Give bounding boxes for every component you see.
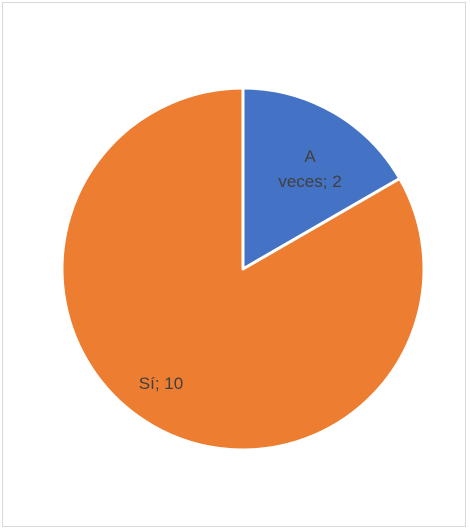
data-label-sí: Sí; 10 bbox=[139, 374, 183, 393]
pie-slice-a-veces bbox=[241, 86, 402, 271]
pie-slice-sí bbox=[60, 86, 426, 452]
pie-slices bbox=[60, 86, 426, 452]
